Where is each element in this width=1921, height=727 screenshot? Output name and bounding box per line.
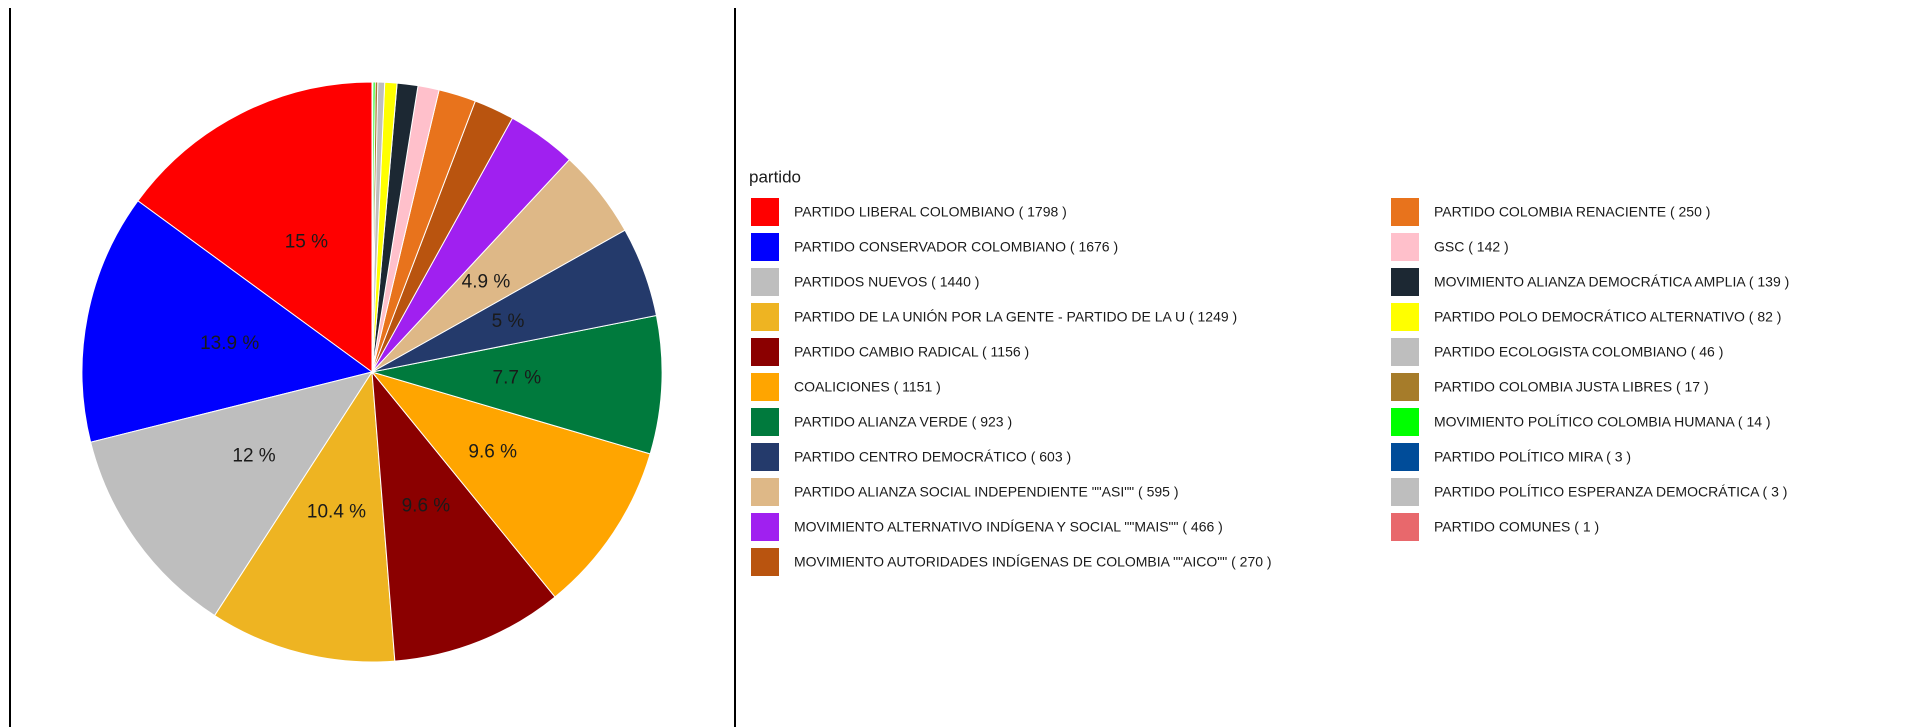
legend-key (1391, 513, 1419, 541)
pie-slice (371, 314, 663, 455)
legend-key (1391, 198, 1419, 226)
pie-slice (137, 81, 373, 373)
legend-key (1391, 268, 1419, 296)
pie-slice (370, 371, 651, 598)
legend-key (751, 443, 779, 471)
legend-label: PARTIDO COMUNES ( 1 ) (1434, 519, 1599, 535)
legend: PARTIDO LIBERAL COLOMBIANO ( 1798 ) PARTI… (751, 198, 1789, 576)
legend-key (751, 303, 779, 331)
slice-label: 13.9 % (200, 333, 259, 354)
legend-key (1391, 373, 1419, 401)
pie-slice (371, 370, 556, 662)
legend-key (751, 548, 779, 576)
slice-label: 7.7 % (493, 368, 542, 389)
slice-label: 4.9 % (462, 271, 511, 292)
slice-label: 10.4 % (307, 502, 366, 523)
legend-title: partido (749, 167, 801, 186)
legend-label: PARTIDO LIBERAL COLOMBIANO ( 1798 ) (794, 204, 1067, 220)
legend-label: PARTIDO POLO DEMOCRÁTICO ALTERNATIVO ( 8… (1434, 309, 1781, 325)
slice-label: 5 % (492, 311, 525, 332)
legend-key (751, 198, 779, 226)
legend-label: MOVIMIENTO ALTERNATIVO INDÍGENA Y SOCIAL… (794, 519, 1223, 535)
pie-slice (81, 200, 374, 443)
legend-label: PARTIDO CAMBIO RADICAL ( 1156 ) (794, 344, 1029, 360)
legend-key (1391, 338, 1419, 366)
legend-label: MOVIMIENTO ALIANZA DEMOCRÁTICA AMPLIA ( … (1434, 274, 1789, 290)
slice-labels: 15 % 13.9 % 12 % 10.4 % 9.6 % 9.6 % 7.7 % 5 % 4.… (200, 232, 541, 523)
legend-label: PARTIDO COLOMBIA RENACIENTE ( 250 ) (1434, 204, 1710, 220)
legend-label: PARTIDO ALIANZA SOCIAL INDEPENDIENTE ""A… (794, 484, 1179, 500)
legend-key (751, 373, 779, 401)
legend-key (751, 408, 779, 436)
legend-label: PARTIDO ALIANZA VERDE ( 923 ) (794, 414, 1012, 430)
legend-label: COALICIONES ( 1151 ) (794, 379, 941, 395)
slice-label: 9.6 % (468, 441, 517, 462)
legend-label: PARTIDOS NUEVOS ( 1440 ) (794, 274, 979, 290)
pie-slice (213, 370, 396, 663)
pie-slice (90, 371, 374, 617)
legend-label: GSC ( 142 ) (1434, 239, 1509, 255)
legend-key (1391, 443, 1419, 471)
legend-label: PARTIDO POLÍTICO ESPERANZA DEMOCRÁTICA (… (1434, 484, 1787, 500)
legend-label: PARTIDO COLOMBIA JUSTA LIBRES ( 17 ) (1434, 379, 1709, 395)
legend-key (1391, 303, 1419, 331)
legend-label: PARTIDO DE LA UNIÓN POR LA GENTE - PARTI… (794, 309, 1237, 325)
legend-key (1391, 408, 1419, 436)
legend-label: PARTIDO CENTRO DEMOCRÁTICO ( 603 ) (794, 449, 1071, 465)
legend-key (1391, 233, 1419, 261)
legend-label: MOVIMIENTO AUTORIDADES INDÍGENAS DE COLO… (794, 554, 1272, 570)
legend-key (751, 233, 779, 261)
legend-key (751, 338, 779, 366)
slice-label: 15 % (285, 232, 328, 253)
legend-key (751, 478, 779, 506)
legend-label: PARTIDO CONSERVADOR COLOMBIANO ( 1676 ) (794, 239, 1118, 255)
legend-key (1391, 478, 1419, 506)
pie (81, 81, 663, 663)
legend-label: PARTIDO ECOLOGISTA COLOMBIANO ( 46 ) (1434, 344, 1723, 360)
legend-label: MOVIMIENTO POLÍTICO COLOMBIA HUMANA ( 14… (1434, 414, 1771, 430)
slice-label: 9.6 % (402, 496, 451, 517)
legend-key (751, 268, 779, 296)
slice-label: 12 % (232, 445, 275, 466)
legend-key (751, 513, 779, 541)
legend-label: PARTIDO POLÍTICO MIRA ( 3 ) (1434, 449, 1631, 465)
